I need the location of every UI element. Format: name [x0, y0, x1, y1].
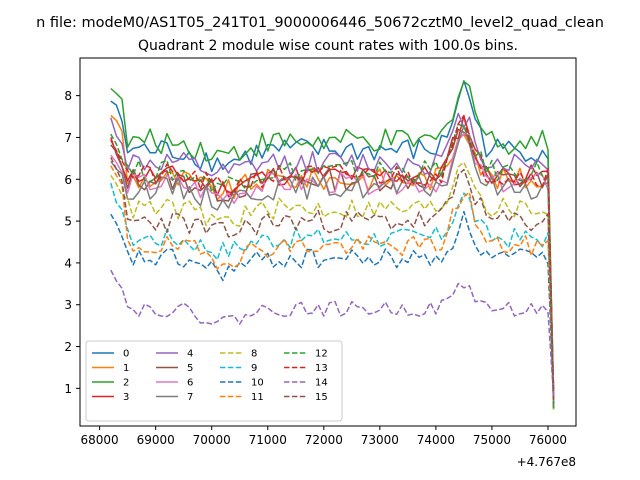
series-line-6 — [110, 132, 555, 397]
legend-frame — [85, 340, 343, 422]
y-tick-label: 6 — [64, 173, 72, 187]
x-tick-label: 72000 — [305, 433, 343, 447]
y-tick-label: 8 — [64, 89, 72, 103]
x-axis: 68000 69000 70000 71000 72000 73000 74000 75000… — [81, 426, 567, 447]
series-line-4 — [110, 112, 555, 410]
series-line-2 — [110, 80, 555, 397]
legend-label-10: 10 — [251, 378, 264, 389]
x-offset-label: +4.767e8 — [517, 455, 576, 469]
legend-label-5: 5 — [187, 363, 193, 374]
x-tick-label: 73000 — [361, 433, 399, 447]
series-line-14 — [110, 269, 555, 397]
x-tick-label: 70000 — [193, 433, 231, 447]
legend-label-14: 14 — [315, 378, 328, 389]
legend-label-3: 3 — [123, 392, 129, 403]
series-line-15 — [110, 157, 555, 391]
series-line-7 — [110, 125, 555, 391]
legend-label-4: 4 — [187, 349, 193, 360]
y-tick-label: 4 — [64, 256, 72, 270]
y-tick-label: 5 — [64, 215, 72, 229]
x-tick-label: 68000 — [81, 433, 119, 447]
legend-label-12: 12 — [315, 349, 328, 360]
series-line-12 — [110, 123, 555, 410]
series-line-10 — [110, 210, 555, 397]
figure-suptitle: n file: modeM0/AS1T05_241T01_9000006446_… — [36, 15, 604, 31]
y-tick-label: 2 — [64, 340, 72, 354]
legend-label-7: 7 — [187, 392, 193, 403]
legend-label-6: 6 — [187, 378, 193, 389]
y-tick-label: 1 — [64, 382, 72, 396]
legend-label-11: 11 — [251, 392, 264, 403]
y-axis: 1 2 3 4 5 6 7 8 — [64, 89, 80, 396]
legend-label-0: 0 — [123, 349, 129, 360]
legend-label-13: 13 — [315, 363, 328, 374]
legend-label-1: 1 — [123, 363, 129, 374]
legend-label-15: 15 — [315, 392, 328, 403]
legend-label-8: 8 — [251, 349, 257, 360]
plot-area — [79, 57, 577, 427]
y-tick-label: 7 — [64, 131, 72, 145]
series-layer — [110, 80, 555, 410]
x-tick-label: 69000 — [137, 433, 175, 447]
chart-title: Quadrant 2 module wise count rates with … — [138, 38, 518, 54]
y-tick-label: 3 — [64, 298, 72, 312]
x-tick-label: 71000 — [249, 433, 287, 447]
series-line-13 — [110, 114, 555, 404]
x-tick-label: 74000 — [417, 433, 455, 447]
legend-label-9: 9 — [251, 363, 257, 374]
series-line-9 — [110, 182, 555, 404]
legend-label-2: 2 — [123, 378, 129, 389]
x-tick-label: 76000 — [529, 433, 567, 447]
series-line-8 — [110, 161, 555, 410]
x-tick-label: 75000 — [473, 433, 511, 447]
